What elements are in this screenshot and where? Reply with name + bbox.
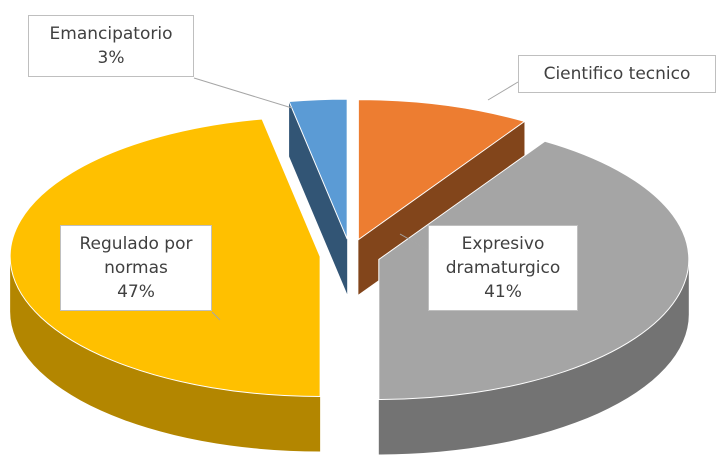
data-label: Regulado por normas 47% [60,225,212,311]
slice [288,98,348,240]
slice-wall [378,259,689,455]
label-name: Expresivo dramaturgico [445,234,561,278]
slice-side [289,101,348,295]
slices [9,98,690,400]
data-label: Cientifico tecnico [518,55,716,93]
label-value: 47% [117,282,155,302]
leader-line [211,311,221,321]
data-label: Expresivo dramaturgico 41% [428,225,578,311]
slice [357,99,526,241]
leader-line [487,81,519,101]
outer-walls [10,256,689,455]
slice-wall [10,256,321,452]
label-name: Emancipatorio [49,24,173,44]
label-value: 3% [97,48,125,68]
label-name: Cientifico tecnico [543,64,691,84]
label-name: Regulado por normas [79,234,193,278]
data-label: Emancipatorio 3% [28,15,194,77]
label-value: 41% [484,282,522,302]
leader-line [399,233,429,251]
leader-line [193,77,293,109]
